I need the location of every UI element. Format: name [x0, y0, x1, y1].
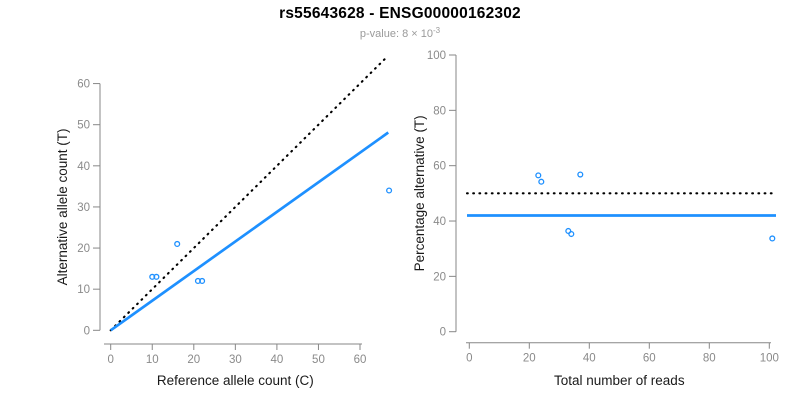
data-point	[386, 187, 393, 194]
y-tick-label: 0	[440, 327, 446, 339]
pvalue-text: p-value: 8 × 10	[359, 28, 433, 40]
y-tick-label: 40	[433, 216, 446, 228]
y-tick-label: 60	[433, 161, 446, 173]
figure-subtitle: p-value: 8 × 10-3	[0, 26, 800, 40]
figure-title: rs55643628 - ENSG00000162302	[279, 5, 521, 22]
y-tick-label: 10	[77, 284, 90, 296]
y-tick-label: 20	[77, 243, 90, 255]
y-tick-label: 30	[77, 202, 90, 214]
y-tick-label: 80	[433, 105, 446, 117]
x-tick-label: 20	[187, 354, 200, 366]
x-tick-label: 0	[466, 353, 472, 365]
data-point	[565, 227, 572, 235]
x-tick-label: 40	[583, 353, 596, 365]
data-point	[199, 277, 206, 285]
x-tick-label: 40	[271, 354, 284, 366]
y-tick-label: 40	[77, 161, 90, 173]
y-axis-title: Percentage alternative (T)	[412, 115, 427, 271]
panel-left: 0 10 20 30 40 50 60 0 10 20 30 40 50 60 Reference alle…	[55, 54, 393, 388]
x-tick-label: 100	[760, 353, 779, 365]
data-point	[568, 230, 575, 238]
y-axis-title: Alternative allele count (T)	[55, 129, 70, 286]
x-tick-label: 0	[107, 354, 113, 366]
y-tick-label: 20	[433, 271, 446, 283]
x-tick-label: 30	[229, 354, 242, 366]
data-point	[535, 172, 542, 179]
data-point	[153, 273, 160, 280]
x-tick-label: 80	[703, 353, 716, 365]
x-axis-title: Reference allele count (C)	[157, 373, 314, 388]
x-axis-title: Total number of reads	[554, 373, 685, 388]
panel-right: 0 20 40 60 80 100 0 20 40 60 80 100 Total number of …	[412, 50, 779, 388]
data-point	[538, 178, 545, 185]
data-point	[174, 240, 181, 247]
data-point	[769, 235, 776, 242]
x-tick-label: 20	[523, 353, 536, 365]
identity-line	[109, 54, 390, 332]
x-tick-label: 10	[146, 354, 159, 366]
y-tick-label: 50	[77, 120, 90, 132]
fit-line	[109, 131, 390, 332]
x-tick-label: 60	[643, 353, 656, 365]
y-tick-label: 60	[77, 79, 90, 91]
y-tick-label: 0	[84, 325, 90, 337]
data-point	[577, 171, 584, 178]
pvalue-exponent: -3	[432, 26, 441, 35]
y-tick-label: 100	[427, 50, 446, 62]
x-tick-label: 60	[354, 354, 367, 366]
x-tick-label: 50	[312, 354, 325, 366]
